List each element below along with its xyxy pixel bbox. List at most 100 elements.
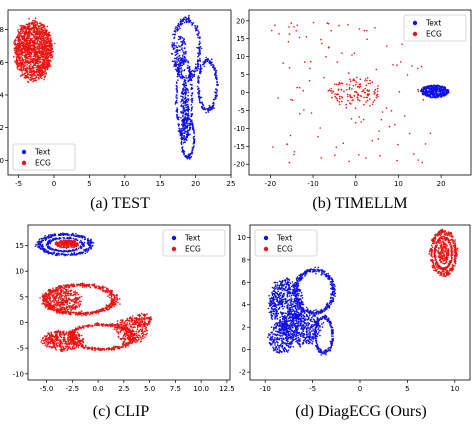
data-point <box>76 285 78 287</box>
data-point <box>187 119 189 122</box>
data-point <box>67 286 70 289</box>
data-point <box>197 46 200 49</box>
data-point <box>75 233 77 235</box>
data-point <box>44 234 47 237</box>
data-point <box>34 24 37 26</box>
data-point <box>34 56 36 58</box>
data-point <box>64 302 66 304</box>
data-point <box>172 33 174 36</box>
data-point <box>200 47 203 50</box>
data-point <box>182 57 184 60</box>
data-point <box>62 289 64 292</box>
data-point <box>30 53 33 56</box>
data-point <box>14 60 16 62</box>
data-point <box>302 89 305 92</box>
data-point <box>114 295 116 297</box>
data-point <box>173 65 175 68</box>
data-point <box>34 77 37 79</box>
data-point <box>70 239 73 242</box>
data-point <box>67 246 70 248</box>
data-point <box>369 79 371 82</box>
data-point <box>15 57 18 60</box>
data-point <box>31 58 34 61</box>
data-point <box>358 83 361 86</box>
data-point <box>25 45 28 48</box>
data-point <box>111 299 114 301</box>
data-point <box>194 25 197 27</box>
data-point <box>179 20 182 23</box>
data-point <box>25 23 28 26</box>
data-point <box>62 294 64 297</box>
data-point <box>65 296 67 298</box>
data-point <box>36 46 39 49</box>
data-point <box>29 32 32 34</box>
data-point <box>215 95 218 98</box>
data-point <box>32 60 35 62</box>
data-point <box>378 130 380 132</box>
data-point <box>197 59 199 61</box>
data-point <box>42 293 44 295</box>
data-point <box>34 43 36 45</box>
data-point <box>21 42 23 44</box>
data-point <box>210 63 212 65</box>
data-point <box>108 308 111 310</box>
data-point <box>30 39 33 42</box>
data-point <box>207 58 210 61</box>
data-point <box>204 108 206 111</box>
data-point <box>181 77 184 79</box>
data-point <box>446 89 449 91</box>
data-point <box>288 33 291 35</box>
data-point <box>331 96 333 99</box>
data-point <box>199 70 202 73</box>
data-point <box>175 64 177 67</box>
data-point <box>175 62 177 64</box>
data-point <box>91 311 94 313</box>
data-point <box>183 123 186 126</box>
data-point <box>364 78 367 80</box>
data-point <box>36 28 38 30</box>
data-point <box>97 287 99 290</box>
data-point <box>63 237 66 239</box>
data-point <box>108 296 111 299</box>
data-point <box>68 237 71 239</box>
data-point <box>91 312 94 315</box>
data-point <box>23 32 26 35</box>
data-point <box>433 84 435 86</box>
data-point <box>184 91 186 94</box>
data-point <box>24 49 27 51</box>
data-point <box>177 38 180 41</box>
data-point <box>57 252 60 254</box>
points-2 <box>271 20 450 164</box>
data-point <box>23 61 26 64</box>
data-point <box>197 64 199 66</box>
data-point <box>183 57 186 59</box>
data-point <box>197 52 199 54</box>
data-point <box>187 112 190 115</box>
data-point <box>39 43 42 45</box>
data-point <box>210 58 213 61</box>
data-point <box>13 40 16 43</box>
data-point <box>178 65 181 68</box>
data-point <box>199 45 202 48</box>
data-point <box>190 115 192 117</box>
data-point <box>65 239 67 242</box>
data-point <box>41 77 43 79</box>
data-point <box>19 25 22 27</box>
data-point <box>90 239 92 241</box>
data-point <box>38 66 41 68</box>
data-point <box>87 312 89 315</box>
data-point <box>46 52 49 55</box>
data-point <box>214 94 217 97</box>
data-point <box>377 95 379 98</box>
data-point <box>204 59 207 61</box>
data-point <box>17 37 20 40</box>
data-point <box>19 75 22 77</box>
data-point <box>198 32 200 34</box>
data-point <box>65 286 68 289</box>
data-point <box>336 61 339 63</box>
data-point <box>50 60 52 62</box>
data-point <box>118 298 121 300</box>
legend-label-text: Text <box>425 19 441 28</box>
data-point <box>39 74 42 76</box>
data-point <box>26 67 29 69</box>
